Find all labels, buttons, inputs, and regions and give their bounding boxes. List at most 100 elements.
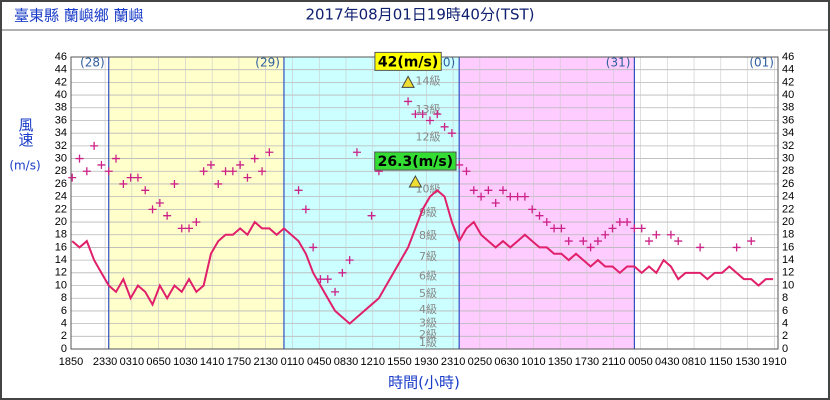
x-tick-label: 2310 xyxy=(441,356,465,368)
x-tick-label: 1850 xyxy=(59,356,83,368)
gust-marker xyxy=(666,230,675,239)
gust-marker xyxy=(418,110,427,119)
gust-marker xyxy=(206,160,215,169)
y-tick-label: 20 xyxy=(55,216,67,228)
gust-marker xyxy=(112,154,121,163)
day-region xyxy=(283,57,460,349)
x-tick-label: 1930 xyxy=(414,356,438,368)
x-tick-label: 0830 xyxy=(334,356,358,368)
level-label: 8級 xyxy=(419,229,437,242)
day-label: (28) xyxy=(80,56,105,70)
gust-marker xyxy=(425,116,434,125)
x-tick-label: 2110 xyxy=(602,356,626,368)
x-tick-label: 1410 xyxy=(200,356,224,368)
chart-title: 臺東縣 蘭嶼鄉 蘭嶼 xyxy=(14,7,144,25)
gust-marker xyxy=(97,160,106,169)
level-label: 13級 xyxy=(416,103,441,116)
x-tick-label: 0110 xyxy=(281,356,305,368)
gust-marker xyxy=(82,167,91,176)
y-tick-label: 40 xyxy=(55,89,67,101)
y2-tick-label: 4 xyxy=(782,318,788,330)
y-tick-label: 42 xyxy=(55,76,67,88)
y2-tick-label: 6 xyxy=(782,305,788,317)
y2-tick-label: 28 xyxy=(782,165,794,177)
peak-marker xyxy=(408,175,423,188)
y2-tick-label: 22 xyxy=(782,203,794,215)
x-tick-label: 1750 xyxy=(227,356,251,368)
y2-tick-label: 46 xyxy=(782,51,794,63)
gust-marker xyxy=(367,211,376,220)
x-tick-label: 2330 xyxy=(93,356,117,368)
gust-marker xyxy=(148,205,157,214)
gust-marker xyxy=(90,141,99,150)
x-tick-label: 1350 xyxy=(548,356,572,368)
x-tick-label: 2130 xyxy=(253,356,277,368)
gust-marker xyxy=(294,186,303,195)
x-tick-label: 0050 xyxy=(628,356,652,368)
y-axis-label: 風速 xyxy=(17,117,35,148)
gust-marker xyxy=(126,173,135,182)
gust-marker xyxy=(542,218,551,227)
y-tick-label: 4 xyxy=(61,318,67,330)
level-label: 4級 xyxy=(419,303,437,316)
gust-marker xyxy=(469,186,478,195)
level-label: 3級 xyxy=(419,316,437,329)
y-tick-label: 46 xyxy=(55,51,67,63)
y2-tick-label: 44 xyxy=(782,64,794,76)
gust-marker xyxy=(645,237,654,246)
y2-tick-label: 20 xyxy=(782,216,794,228)
gust-marker xyxy=(608,224,617,233)
annotation-box xyxy=(374,151,457,171)
y-tick-label: 16 xyxy=(55,241,67,253)
day-label: (01) xyxy=(749,56,774,70)
gust-marker xyxy=(192,218,201,227)
day-label: (29) xyxy=(255,56,280,70)
gust-marker xyxy=(404,97,413,106)
y-tick-label: 36 xyxy=(55,114,67,126)
gust-marker xyxy=(674,237,683,246)
gust-marker xyxy=(637,224,646,233)
gust-marker xyxy=(477,192,486,201)
gust-marker xyxy=(557,224,566,233)
x-tick-label: 0430 xyxy=(655,356,679,368)
day-region xyxy=(634,57,778,349)
x-axis-label: 時間(小時) xyxy=(388,374,460,392)
day-region xyxy=(108,57,284,349)
gust-marker xyxy=(119,179,128,188)
gust-marker xyxy=(447,129,456,138)
chart-subtitle: 2017年08月01日19時40分(TST) xyxy=(305,6,534,24)
y2-tick-label: 0 xyxy=(782,343,788,355)
x-tick-label: 1030 xyxy=(173,356,197,368)
y2-tick-label: 38 xyxy=(782,102,794,114)
gust-marker xyxy=(528,205,537,214)
gust-marker xyxy=(579,237,588,246)
y2-tick-label: 8 xyxy=(782,292,788,304)
y2-tick-label: 42 xyxy=(782,76,794,88)
y-tick-label: 6 xyxy=(61,305,67,317)
x-tick-label: 1530 xyxy=(735,356,759,368)
gust-marker xyxy=(221,167,230,176)
gust-marker xyxy=(564,237,573,246)
gust-marker xyxy=(498,186,507,195)
day-region xyxy=(71,57,109,349)
level-label: 2級 xyxy=(419,328,437,341)
wind-line xyxy=(71,188,774,325)
y2-tick-label: 26 xyxy=(782,178,794,190)
gust-marker xyxy=(630,224,639,233)
level-label: 1級 xyxy=(419,336,437,349)
gust-marker xyxy=(177,224,186,233)
gust-marker xyxy=(163,211,172,220)
y-tick-label: 0 xyxy=(61,343,67,355)
gust-marker xyxy=(316,275,325,284)
gust-marker xyxy=(141,186,150,195)
gust-marker xyxy=(462,167,471,176)
day-region xyxy=(459,57,635,349)
gust-marker xyxy=(243,173,252,182)
y-tick-label: 30 xyxy=(55,152,67,164)
y-tick-label: 26 xyxy=(55,178,67,190)
y-tick-label: 18 xyxy=(55,229,67,241)
y-tick-label: 32 xyxy=(55,140,67,152)
